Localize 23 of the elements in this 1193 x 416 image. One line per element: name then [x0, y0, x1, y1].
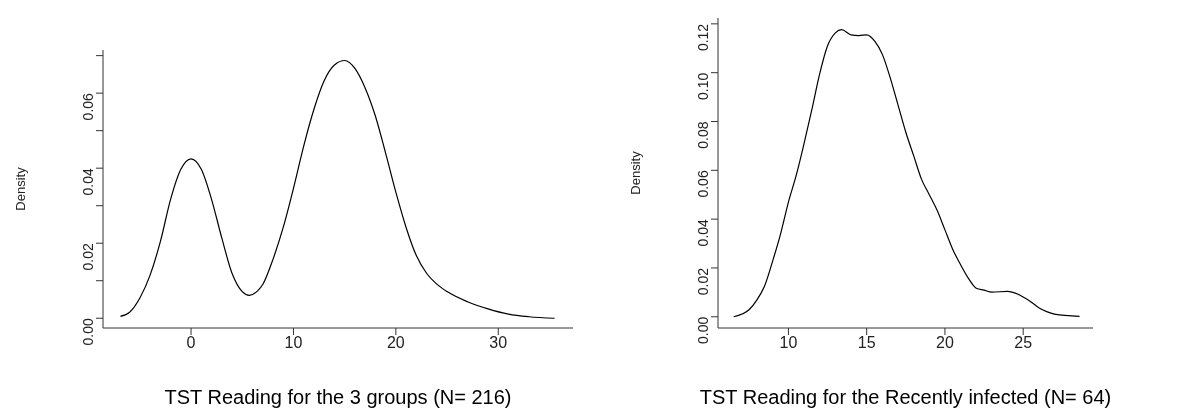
y-tick-label: 0.00: [79, 318, 96, 346]
y-tick-label: 0.00: [694, 316, 711, 345]
x-axis-title: TST Reading for the 3 groups (N= 216): [164, 386, 512, 408]
x-axis-title: TST Reading for the Recently infected (N= 64): [699, 386, 1112, 408]
y-axis-title: Density: [627, 150, 643, 195]
y-tick-label: 0.02: [79, 243, 96, 271]
y-tick-label: 0.04: [79, 167, 96, 196]
x-tick-label: 10: [284, 334, 303, 352]
x-tick-label: 20: [936, 334, 954, 352]
y-tick-label: 0.10: [694, 72, 711, 100]
y-tick-label: 0.08: [694, 121, 711, 149]
y-tick-label: 0.12: [694, 23, 711, 52]
y-axis-title: Density: [12, 166, 28, 211]
x-tick-label: 15: [857, 334, 876, 352]
y-tick-label: 0.06: [694, 170, 711, 198]
x-tick-label: 10: [779, 334, 798, 352]
x-tick-label: 0: [186, 334, 196, 352]
x-tick-label: 30: [489, 334, 508, 352]
y-tick-label: 0.06: [79, 92, 96, 121]
x-tick-label: 20: [386, 334, 405, 352]
y-tick-label: 0.02: [694, 267, 711, 296]
x-tick-label: 25: [1014, 334, 1033, 352]
y-tick-label: 0.04: [694, 218, 711, 247]
